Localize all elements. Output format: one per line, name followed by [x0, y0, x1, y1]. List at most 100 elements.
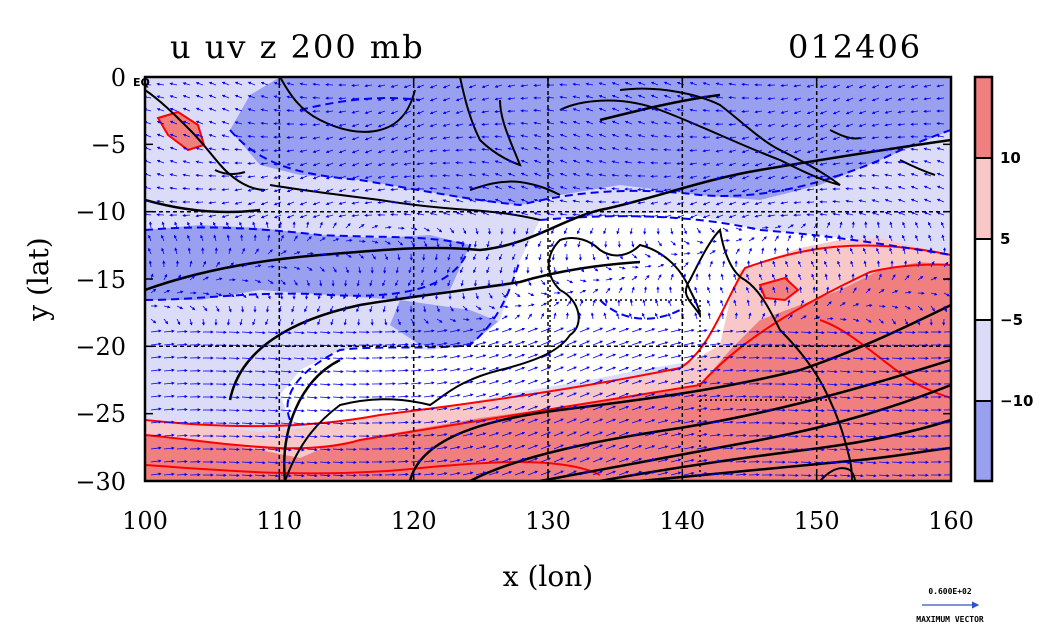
wind-vector [195, 94, 204, 99]
weak-positive-patch-east [758, 276, 800, 302]
wind-vector [598, 213, 607, 217]
wind-vector [624, 107, 633, 112]
wind-vector [624, 94, 633, 99]
wind-vector [611, 133, 620, 138]
wind-vector [195, 200, 204, 204]
colorbar-swatch-weak-positive [975, 158, 992, 239]
wind-vector [390, 162, 399, 166]
wind-vector [871, 136, 880, 140]
wind-vector [494, 172, 503, 177]
wind-vector [338, 188, 347, 193]
wind-vector [598, 107, 607, 112]
wind-vectors [145, 81, 951, 478]
wind-vector [585, 95, 594, 99]
wind-vector [689, 162, 698, 166]
positive-contours [145, 244, 951, 476]
wind-vector [702, 108, 711, 112]
wind-vector [345, 447, 357, 451]
wind-vector [416, 123, 425, 128]
wind-vector [904, 343, 916, 347]
wind-vector [754, 201, 763, 205]
wind-vector [273, 201, 282, 206]
wind-vector [299, 201, 308, 206]
wind-vector [819, 110, 828, 115]
wind-vector [793, 84, 802, 88]
wind-vector [735, 227, 743, 231]
wind-vector [312, 136, 321, 140]
wind-vector [767, 214, 776, 218]
wind-vector [702, 214, 711, 219]
wind-vector [312, 175, 321, 180]
wind-vector [936, 121, 945, 126]
wind-vector [689, 148, 698, 153]
wind-vector [345, 330, 357, 334]
wind-vector [663, 134, 672, 138]
x-tick-label: 100 [122, 507, 168, 535]
wind-vector [936, 147, 945, 151]
wind-vector [884, 186, 893, 190]
wind-vector [572, 95, 581, 99]
wind-vector [858, 84, 867, 89]
wind-vector [702, 201, 711, 206]
wind-vector [650, 174, 659, 178]
wind-vector [239, 221, 243, 229]
y-axis-label: y (lat) [22, 237, 55, 321]
wind-vector [221, 214, 230, 218]
wind-vector [312, 149, 321, 153]
wind-vector [650, 214, 659, 218]
wind-vector [709, 227, 715, 233]
wind-vector [286, 175, 295, 180]
borneo-coast [279, 77, 416, 133]
wind-vector [923, 147, 932, 151]
wind-vector [800, 223, 806, 229]
wind-vector [455, 136, 464, 140]
wind-vector [247, 94, 256, 99]
wind-vector [871, 84, 880, 89]
wind-vector [598, 173, 607, 177]
wind-vector [637, 214, 646, 218]
wind-vector [273, 122, 282, 126]
wind-vector [793, 175, 802, 179]
wind-vector [845, 84, 854, 89]
wind-vector [507, 198, 516, 203]
wind-vector [156, 159, 165, 164]
colorbar-label: 10 [1000, 149, 1021, 167]
wind-vector [234, 188, 243, 192]
wind-vector [923, 198, 932, 203]
x-tick-label: 140 [659, 507, 705, 535]
wind-vector [767, 149, 776, 154]
wind-vector [643, 227, 647, 235]
wind-vector [793, 201, 802, 205]
wind-vector [520, 121, 529, 125]
australia-coast [284, 227, 853, 481]
wind-vector [345, 408, 357, 412]
wind-vector [494, 211, 503, 216]
wind-vector [689, 108, 698, 112]
wind-vector [312, 188, 321, 193]
wind-vector [676, 108, 685, 112]
wind-vector [767, 136, 776, 141]
wind-vector [507, 97, 516, 101]
wind-vector [806, 110, 815, 115]
wind-vector [260, 108, 269, 112]
wind-vector [403, 149, 412, 153]
wind-vector [364, 110, 373, 114]
wind-vector [754, 188, 763, 193]
wind-vector [728, 175, 737, 180]
wind-vector [572, 133, 581, 138]
wind-vector [182, 186, 191, 191]
wind-vector [728, 82, 737, 86]
wind-vector [689, 188, 698, 193]
wind-vector [507, 147, 516, 151]
wind-vector [787, 421, 799, 425]
wind-vector [845, 162, 854, 166]
wind-vector [832, 110, 841, 115]
wind-vector [572, 199, 581, 203]
wind-vector [533, 108, 542, 113]
wind-vector [572, 159, 581, 164]
wind-vector [897, 148, 906, 152]
wind-vector [494, 198, 503, 203]
wind-vector [897, 110, 906, 114]
wind-vector [780, 136, 789, 141]
wind-vector [559, 159, 568, 164]
